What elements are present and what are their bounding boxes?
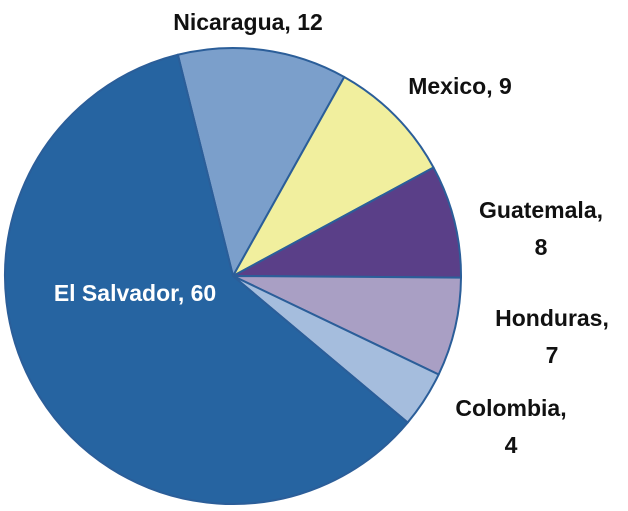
data-label: Colombia, 4 <box>455 395 567 458</box>
data-label: El Salvador, 60 <box>53 280 217 306</box>
pie-slice <box>232 166 462 279</box>
data-label: Nicaragua, 12 <box>173 9 323 35</box>
data-label: Honduras, 7 <box>495 305 609 368</box>
data-label: Mexico, 9 <box>408 73 512 99</box>
data-label: Guatemala, 8 <box>479 197 603 260</box>
pie-slice <box>232 75 435 277</box>
pie-slice <box>4 53 409 505</box>
